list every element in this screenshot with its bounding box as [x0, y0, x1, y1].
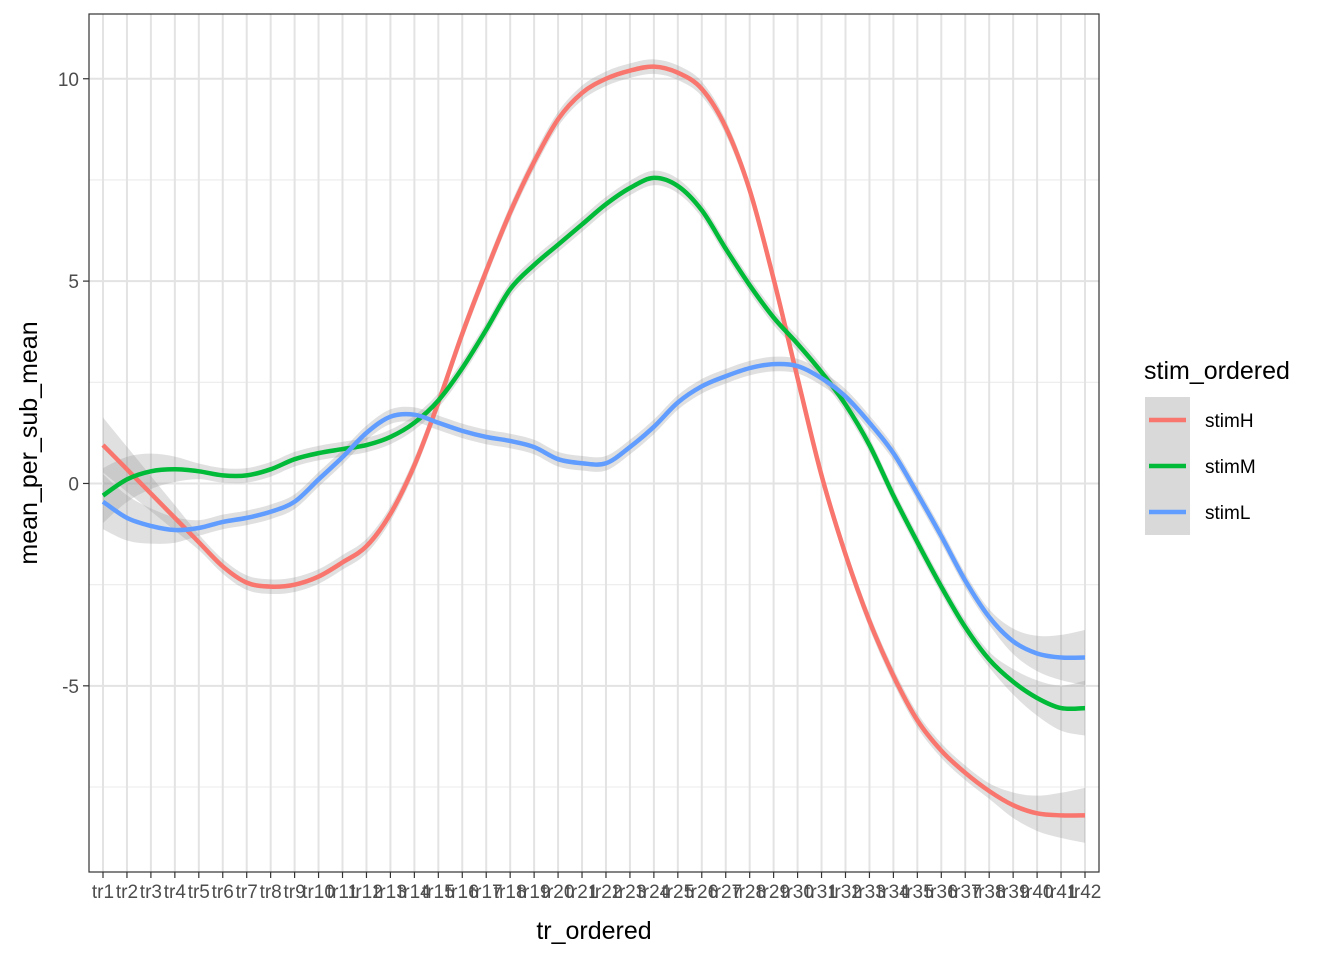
x-tick-label: tr39	[997, 882, 1030, 903]
confidence-band-stimM	[103, 170, 1085, 736]
legend-item-stimH: stimH	[1145, 397, 1254, 443]
x-tick-label: tr2	[116, 882, 138, 903]
x-tick-label: tr1	[92, 882, 114, 903]
y-tick-label: -5	[62, 677, 79, 698]
x-tick-label: tr8	[260, 882, 282, 903]
x-tick-label: tr33	[853, 882, 886, 903]
x-tick-label: tr24	[638, 882, 671, 903]
x-tick-label: tr11	[327, 882, 358, 903]
grid-major-lines	[89, 14, 1099, 872]
series-line-stimH	[101, 64, 1086, 818]
x-tick-label: tr10	[302, 882, 335, 903]
legend-label: stimL	[1205, 503, 1250, 524]
x-tick-label: tr20	[542, 882, 575, 903]
x-tick-label: tr26	[685, 882, 718, 903]
x-axis-title: tr_ordered	[536, 917, 651, 945]
x-tick-label: tr35	[901, 882, 934, 903]
legend-title: stim_ordered	[1144, 357, 1290, 385]
x-tick-label: tr38	[973, 882, 1006, 903]
x-tick-label: tr37	[949, 882, 982, 903]
x-tick-label: tr6	[212, 882, 234, 903]
x-tick-label: tr7	[236, 882, 258, 903]
y-tick-label: 0	[68, 474, 79, 495]
y-axis: -5 0 5 10	[58, 70, 89, 698]
confidence-bands	[103, 59, 1085, 843]
series-line-stimL	[101, 361, 1086, 661]
x-tick-label: tr23	[614, 882, 647, 903]
x-tick-label: tr28	[733, 882, 766, 903]
x-tick-label: tr13	[374, 882, 407, 903]
x-tick-label: tr30	[781, 882, 814, 903]
x-tick-label: tr19	[518, 882, 551, 903]
x-tick-label: tr18	[494, 882, 527, 903]
x-tick-label: tr32	[829, 882, 862, 903]
x-tick-label: tr29	[757, 882, 790, 903]
x-tick-label: tr34	[877, 882, 910, 903]
x-tick-label: tr36	[925, 882, 958, 903]
x-tick-label: tr31	[805, 882, 838, 903]
plot-panel-background	[89, 14, 1099, 872]
x-tick-label: tr27	[709, 882, 742, 903]
x-tick-label: tr14	[398, 882, 431, 903]
y-tick-label: 10	[58, 70, 79, 91]
x-tick-label: tr22	[590, 882, 623, 903]
x-tick-label: tr25	[661, 882, 694, 903]
series-line-stimM	[101, 175, 1086, 712]
x-tick-label: tr4	[164, 882, 187, 903]
x-tick-label: tr3	[140, 882, 162, 903]
legend-item-stimM: stimM	[1145, 443, 1256, 489]
x-tick-label: tr40	[1021, 882, 1054, 903]
series-lines	[101, 64, 1086, 818]
grid-minor-lines	[89, 179, 1099, 788]
x-tick-label: tr42	[1069, 882, 1102, 903]
y-tick-label: 5	[68, 272, 79, 293]
x-tick-label: tr5	[188, 882, 210, 903]
plot-panel-border	[88, 13, 1100, 873]
x-tick-label: tr15	[422, 882, 455, 903]
x-tick-label: tr9	[284, 882, 306, 903]
x-tick-label: tr41	[1045, 882, 1078, 903]
legend-label: stimH	[1205, 411, 1254, 432]
y-axis-title: mean_per_sub_mean	[15, 321, 43, 564]
x-axis: tr1 tr2 tr3 tr4 tr5 tr6 tr7 tr8 tr9tr10tr11tr12t…	[92, 872, 1101, 903]
legend-label: stimM	[1205, 457, 1256, 478]
x-tick-label: tr21	[566, 882, 599, 903]
x-tick-label: tr12	[350, 882, 383, 903]
legend: stim_ordered stimH stimM stimL	[1144, 357, 1290, 535]
x-tick-label: tr17	[470, 882, 503, 903]
legend-item-stimL: stimL	[1145, 489, 1250, 535]
x-tick-label: tr16	[446, 882, 479, 903]
